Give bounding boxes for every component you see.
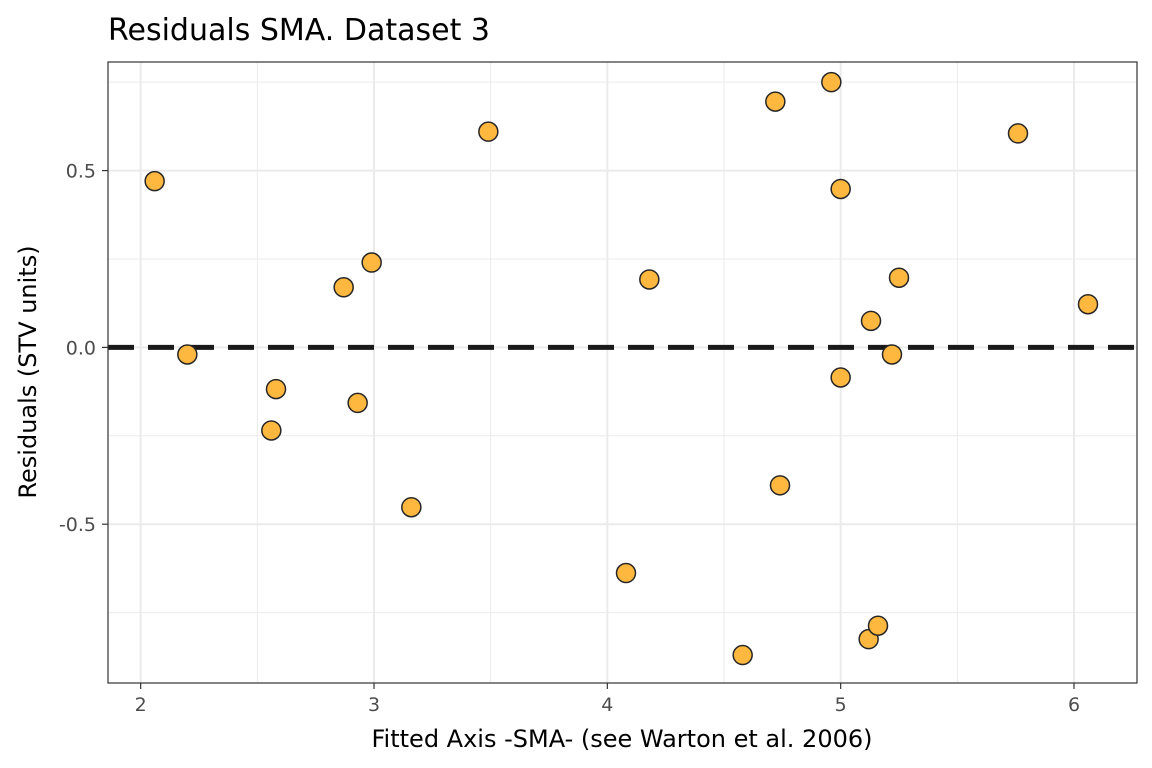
x-tick-label: 2 — [135, 694, 147, 716]
data-point — [177, 344, 198, 365]
x-axis-ticks: 2 3 4 5 6 — [135, 683, 1080, 716]
data-point — [821, 71, 842, 93]
x-tick-label: 4 — [601, 694, 613, 716]
data-point — [830, 178, 851, 200]
chart-title: Residuals SMA. Dataset 3 — [108, 13, 490, 48]
data-point — [347, 392, 368, 414]
x-axis-label: Fitted Axis -SMA- (see Warton et al. 200… — [372, 725, 873, 753]
y-tick-label: 0.5 — [66, 161, 96, 183]
data-point — [830, 367, 851, 388]
x-tick-label: 6 — [1068, 694, 1080, 716]
y-axis-label: Residuals (STV units) — [14, 245, 42, 498]
data-point — [765, 91, 786, 112]
data-point — [1007, 123, 1029, 144]
data-points — [144, 71, 1099, 666]
y-tick-label: -0.5 — [59, 514, 96, 536]
x-tick-label: 3 — [368, 694, 380, 716]
data-point — [265, 378, 287, 400]
data-point — [769, 475, 791, 496]
data-point — [732, 644, 753, 666]
data-point — [144, 170, 165, 192]
plot-panel-border — [107, 61, 1138, 684]
data-point — [639, 269, 660, 290]
data-point — [860, 310, 882, 332]
data-point — [361, 252, 382, 273]
data-point — [615, 562, 637, 584]
data-point — [261, 420, 282, 441]
data-point — [478, 121, 499, 142]
data-point — [881, 344, 903, 365]
y-tick-label: 0.0 — [66, 337, 96, 359]
data-point — [867, 615, 889, 636]
data-point — [1077, 293, 1099, 315]
x-tick-label: 5 — [835, 694, 847, 716]
data-point — [888, 267, 910, 288]
data-point — [401, 496, 422, 518]
y-axis-ticks: -0.5 0.0 0.5 — [59, 161, 108, 536]
data-point — [333, 277, 354, 298]
